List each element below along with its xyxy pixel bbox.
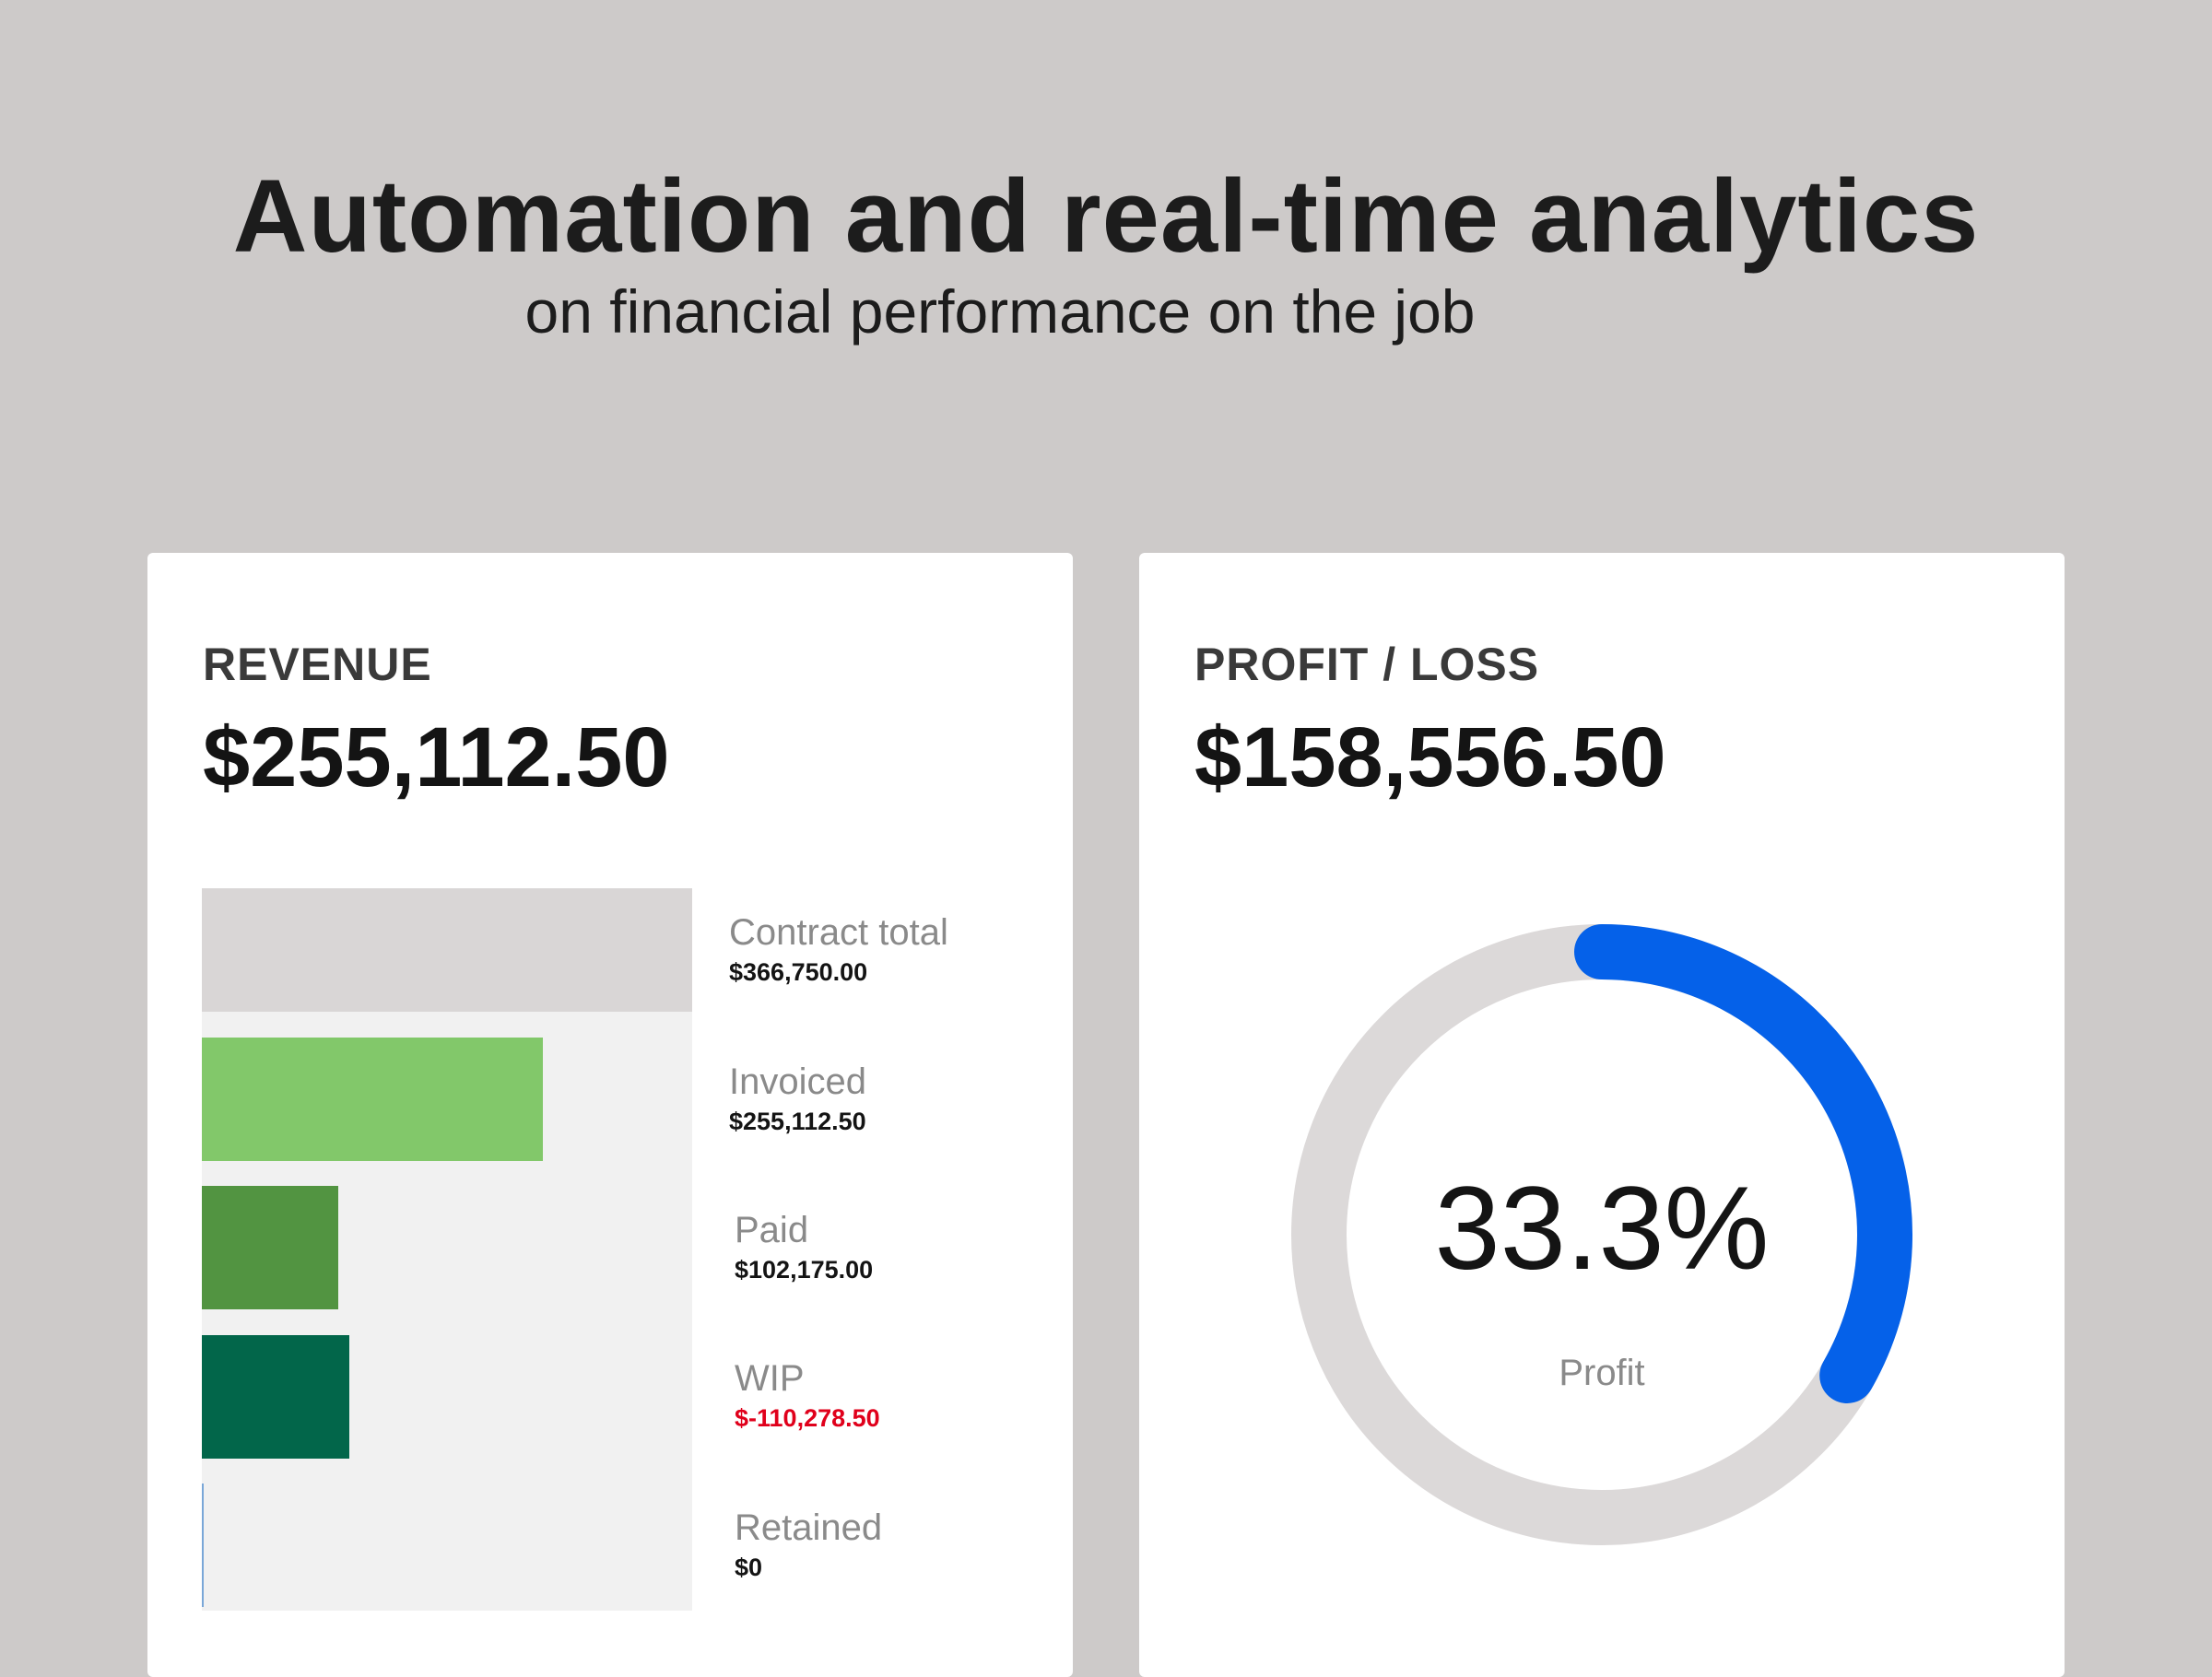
bar-label-invoiced: Invoiced [729, 1061, 866, 1102]
bar-retained [202, 1484, 204, 1607]
bar-amount-paid: $102,175.00 [735, 1256, 874, 1284]
bar-amount-contract-total: $366,750.00 [729, 958, 868, 986]
profit-donut-chart [1291, 924, 1912, 1545]
bar-label-paid: Paid [735, 1210, 809, 1250]
page-headline: Automation and real-time analytics [232, 158, 1980, 274]
revenue-label: REVENUE [203, 639, 432, 690]
profit-percent: 33.3% [1434, 1163, 1770, 1295]
profit-loss-card: PROFIT / LOSS $158,556.50 33.3% Profit [1139, 553, 2065, 1677]
revenue-card: REVENUE $255,112.50 Contract total $366,… [147, 553, 1073, 1677]
profit-loss-value: $158,556.50 [1194, 710, 1666, 804]
donut-profit-arc [1574, 924, 1912, 1403]
profit-caption: Profit [1559, 1353, 1645, 1393]
bar-label-wip: WIP [735, 1358, 805, 1399]
bar-amount-invoiced: $255,112.50 [729, 1108, 866, 1135]
bar-invoiced [202, 1038, 544, 1161]
bar-label-retained: Retained [735, 1507, 883, 1548]
revenue-value: $255,112.50 [203, 710, 670, 804]
bar-contract-total [202, 888, 692, 1012]
page-subheadline: on financial performance on the job [524, 277, 1476, 346]
revenue-bar-chart [202, 888, 692, 1611]
profit-loss-label: PROFIT / LOSS [1194, 639, 1540, 690]
bar-amount-retained: $0 [735, 1554, 763, 1581]
bar-label-contract-total: Contract total [729, 912, 948, 953]
bar-paid [202, 1186, 339, 1309]
bar-amount-wip: $-110,278.50 [735, 1404, 880, 1432]
bar-wip [202, 1335, 349, 1459]
